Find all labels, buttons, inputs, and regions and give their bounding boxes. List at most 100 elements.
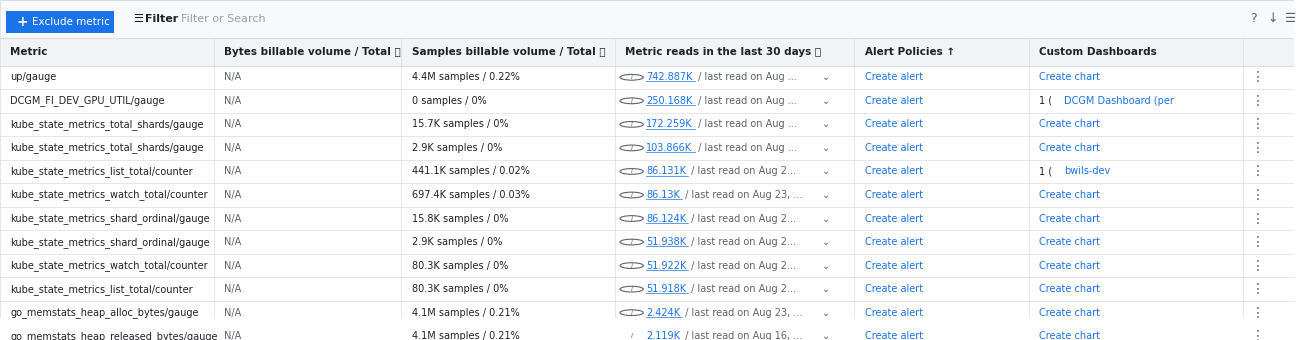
Text: Create chart: Create chart: [1039, 72, 1100, 82]
Text: ⋮: ⋮: [1252, 141, 1265, 155]
Text: ⋮: ⋮: [1252, 235, 1265, 249]
Text: kube_state_metrics_shard_ordinal/gauge: kube_state_metrics_shard_ordinal/gauge: [10, 213, 210, 224]
Text: kube_state_metrics_shard_ordinal/gauge: kube_state_metrics_shard_ordinal/gauge: [10, 237, 210, 248]
Text: ⌄: ⌄: [822, 331, 830, 340]
Text: ⋮: ⋮: [1252, 282, 1265, 296]
Text: 4.4M samples / 0.22%: 4.4M samples / 0.22%: [411, 72, 520, 82]
Text: i: i: [630, 262, 633, 269]
Text: i: i: [630, 216, 633, 222]
Text: N/A: N/A: [224, 260, 241, 271]
Bar: [0, 113, 1294, 136]
Text: DCGM_FI_DEV_GPU_UTIL/gauge: DCGM_FI_DEV_GPU_UTIL/gauge: [10, 96, 165, 106]
Text: ⌄: ⌄: [822, 119, 830, 129]
Text: go_memstats_heap_alloc_bytes/gauge: go_memstats_heap_alloc_bytes/gauge: [10, 307, 198, 318]
Bar: [0, 230, 1294, 254]
Text: Metric reads in the last 30 days ⓘ: Metric reads in the last 30 days ⓘ: [625, 47, 821, 56]
Text: i: i: [630, 121, 633, 128]
Text: ⌄: ⌄: [822, 190, 830, 200]
Bar: [0, 136, 1294, 160]
Text: kube_state_metrics_list_total/counter: kube_state_metrics_list_total/counter: [10, 284, 193, 294]
Text: Metric: Metric: [10, 47, 48, 56]
Text: ⋮: ⋮: [1252, 94, 1265, 108]
Text: go_memstats_heap_released_bytes/gauge: go_memstats_heap_released_bytes/gauge: [10, 331, 218, 340]
Text: 250.168K: 250.168K: [646, 96, 693, 106]
Text: i: i: [630, 333, 633, 339]
Text: Create alert: Create alert: [865, 190, 922, 200]
Text: N/A: N/A: [224, 167, 241, 176]
Text: Create alert: Create alert: [865, 119, 922, 129]
Text: N/A: N/A: [224, 331, 241, 340]
Text: N/A: N/A: [224, 284, 241, 294]
Text: / last read on Aug ...: / last read on Aug ...: [695, 143, 796, 153]
Text: ⋮: ⋮: [1252, 211, 1265, 225]
Text: 1 (: 1 (: [1039, 96, 1056, 106]
Text: kube_state_metrics_watch_total/counter: kube_state_metrics_watch_total/counter: [10, 189, 208, 201]
Text: 51.938K: 51.938K: [646, 237, 686, 247]
Text: Create alert: Create alert: [865, 260, 922, 271]
Text: / last read on Aug 2...: / last read on Aug 2...: [689, 284, 796, 294]
Text: Create alert: Create alert: [865, 167, 922, 176]
Text: Create chart: Create chart: [1039, 284, 1100, 294]
Text: N/A: N/A: [224, 237, 241, 247]
Text: ⌄: ⌄: [822, 143, 830, 153]
Text: Custom Dashboards: Custom Dashboards: [1039, 47, 1157, 56]
Text: i: i: [630, 239, 633, 245]
Text: ☰: ☰: [134, 14, 144, 24]
Text: kube_state_metrics_total_shards/gauge: kube_state_metrics_total_shards/gauge: [10, 119, 204, 130]
Text: 697.4K samples / 0.03%: 697.4K samples / 0.03%: [411, 190, 529, 200]
Bar: [0, 66, 1294, 89]
Text: 80.3K samples / 0%: 80.3K samples / 0%: [411, 284, 508, 294]
Text: kube_state_metrics_list_total/counter: kube_state_metrics_list_total/counter: [10, 166, 193, 177]
Text: / last read on Aug 2...: / last read on Aug 2...: [689, 167, 796, 176]
Text: ⌄: ⌄: [822, 284, 830, 294]
Bar: [0, 37, 1294, 66]
Text: / last read on Aug ...: / last read on Aug ...: [695, 96, 796, 106]
Text: 172.259K: 172.259K: [646, 119, 693, 129]
Text: Create alert: Create alert: [865, 96, 922, 106]
Text: Create alert: Create alert: [865, 237, 922, 247]
Text: 103.866K: 103.866K: [646, 143, 693, 153]
Text: Bytes billable volume / Total ⓘ: Bytes billable volume / Total ⓘ: [224, 47, 401, 56]
Text: / last read on Aug ...: / last read on Aug ...: [695, 119, 796, 129]
Text: Create alert: Create alert: [865, 214, 922, 223]
Text: Exclude metric: Exclude metric: [32, 17, 110, 27]
Bar: [0, 0, 1294, 37]
Text: Create chart: Create chart: [1039, 190, 1100, 200]
Text: Filter or Search: Filter or Search: [182, 14, 266, 24]
Text: N/A: N/A: [224, 308, 241, 318]
Text: / last read on Aug 2...: / last read on Aug 2...: [689, 214, 796, 223]
Text: N/A: N/A: [224, 72, 241, 82]
Text: 15.8K samples / 0%: 15.8K samples / 0%: [411, 214, 508, 223]
Text: 2.119K: 2.119K: [646, 331, 680, 340]
Text: / last read on Aug 23, ...: / last read on Aug 23, ...: [682, 308, 803, 318]
Text: 1 (: 1 (: [1039, 167, 1056, 176]
Text: / last read on Aug 16, ...: / last read on Aug 16, ...: [682, 331, 803, 340]
Text: Create chart: Create chart: [1039, 119, 1100, 129]
Text: ?: ?: [1249, 12, 1257, 25]
Text: kube_state_metrics_total_shards/gauge: kube_state_metrics_total_shards/gauge: [10, 142, 204, 153]
Text: N/A: N/A: [224, 119, 241, 129]
Text: Create alert: Create alert: [865, 308, 922, 318]
Text: 2.424K: 2.424K: [646, 308, 680, 318]
Text: Create chart: Create chart: [1039, 214, 1100, 223]
Text: i: i: [630, 192, 633, 198]
Bar: [6, 11, 114, 33]
Text: / last read on Aug 2...: / last read on Aug 2...: [689, 237, 796, 247]
Text: Create alert: Create alert: [865, 284, 922, 294]
Text: i: i: [630, 74, 633, 80]
Bar: [0, 324, 1294, 340]
Text: Create chart: Create chart: [1039, 331, 1100, 340]
Text: ↓: ↓: [1267, 12, 1278, 25]
Bar: [0, 183, 1294, 207]
Bar: [0, 89, 1294, 113]
Text: 4.1M samples / 0.21%: 4.1M samples / 0.21%: [411, 331, 519, 340]
Text: i: i: [630, 145, 633, 151]
Text: ⌄: ⌄: [822, 72, 830, 82]
Text: Filter: Filter: [145, 14, 178, 24]
Text: i: i: [630, 168, 633, 174]
Bar: [0, 277, 1294, 301]
Text: 51.918K: 51.918K: [646, 284, 686, 294]
Text: N/A: N/A: [224, 214, 241, 223]
Text: 0 samples / 0%: 0 samples / 0%: [411, 96, 486, 106]
Text: ⋮: ⋮: [1252, 188, 1265, 202]
